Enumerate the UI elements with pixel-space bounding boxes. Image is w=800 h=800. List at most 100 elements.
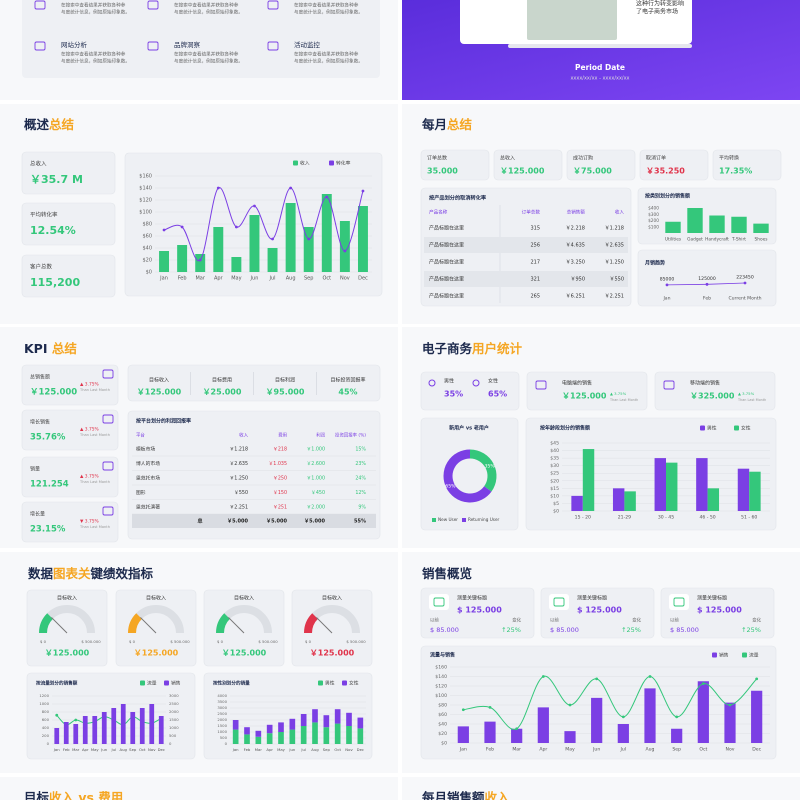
table-cell: 217	[530, 260, 540, 266]
legend-swatch	[140, 680, 145, 686]
row-stripe	[424, 271, 628, 287]
table-cell: ￥1.035	[268, 461, 287, 467]
gauge-tick-label: $ 0	[217, 639, 224, 644]
gauge-tick-label: $ 500.000	[81, 639, 101, 644]
card-sub-label: 变化	[632, 617, 641, 624]
x-tick-label: Dec	[357, 747, 364, 752]
gauge-value: ￥125.000	[310, 649, 355, 658]
gauge-title: 目标收入	[57, 595, 77, 602]
x-tick-label: 21-29	[618, 515, 631, 521]
kpi-label: 销量	[30, 466, 40, 473]
data-label: 223450	[736, 275, 754, 281]
kpi-change: ▲ 3.75%	[80, 427, 99, 433]
feature-title: 活动监控	[294, 40, 321, 49]
x-tick-label: Gadget	[687, 237, 703, 243]
table-cell: 315	[530, 226, 540, 232]
table-cell: 恩范托演著	[136, 504, 160, 511]
table-cell: ￥218	[273, 447, 287, 453]
title-accent: 收入	[485, 790, 511, 800]
card-sub-label: 以前	[550, 617, 559, 624]
table-total: 总	[197, 518, 202, 525]
bar	[303, 227, 314, 272]
gauge-title: 目标收入	[322, 595, 342, 602]
table-total: 55%	[354, 519, 366, 525]
bar	[255, 730, 262, 737]
line-dot	[461, 708, 465, 712]
bar	[92, 716, 98, 744]
bar	[73, 724, 79, 744]
icon-box	[429, 594, 449, 610]
table-cell: ￥550	[609, 277, 624, 283]
legend-swatch	[432, 518, 436, 522]
table-cell: 24%	[355, 476, 366, 482]
kpi-value: 35.000	[427, 167, 458, 176]
table-cell: ￥150	[273, 490, 287, 496]
title-accent: 总结	[447, 117, 473, 132]
bar	[278, 722, 284, 732]
bar	[249, 215, 260, 272]
table-total: ￥5.000	[304, 519, 325, 525]
legend-label: 男性	[325, 680, 335, 687]
x-tick-label: Feb	[63, 747, 70, 752]
title-part: 电子商务	[422, 341, 473, 356]
bar	[665, 221, 681, 233]
card	[493, 149, 563, 181]
legend-label: 男性	[707, 425, 717, 432]
title-part: 数据	[27, 566, 54, 581]
y-tick-label: $120	[139, 198, 152, 204]
y-tick-label: $20	[438, 731, 447, 737]
y-tick-label: $20	[550, 478, 559, 484]
line-dot	[675, 715, 679, 719]
feature-text: 与度统计信息，例如原始印象数。	[61, 9, 130, 16]
line-dot	[289, 186, 293, 190]
kpi-value: 45%	[338, 388, 357, 397]
icon	[267, 0, 279, 10]
y-tick-label: $160	[139, 174, 152, 180]
kpi-value: ￥35.7 M	[30, 173, 83, 186]
legend-swatch	[712, 652, 717, 658]
line-dot	[253, 204, 256, 208]
bar	[323, 715, 330, 728]
x-tick-label: Jun	[250, 276, 259, 282]
kpi-value: ￥125.000	[30, 388, 77, 398]
icon	[102, 414, 114, 424]
title-accent: 图表关	[53, 566, 91, 581]
chart-title: 流量与销售	[430, 652, 455, 659]
card-value: $ 125.000	[697, 606, 742, 615]
table-cell: ￥2.218	[566, 226, 585, 232]
table-cell: 产品标题在这里	[429, 276, 464, 283]
card	[26, 589, 108, 667]
gauge-title: 目标收入	[234, 595, 254, 602]
table-header: 利润	[316, 432, 325, 439]
kpi-note: Than Last Month	[609, 398, 638, 402]
section-title: 概述总结	[24, 117, 75, 132]
y-tick-label: $140	[435, 674, 447, 680]
x-tick-label: May	[277, 747, 286, 752]
bar	[357, 728, 364, 744]
bar	[697, 681, 709, 743]
data-label: 125000	[698, 276, 716, 282]
table-cell: 图形	[136, 489, 146, 496]
laptop-base	[508, 44, 692, 48]
icon-box	[669, 594, 689, 610]
table-cell: ￥2.635	[229, 461, 248, 467]
bar	[457, 726, 469, 743]
section-title: 数据图表关键绩效指标	[27, 566, 154, 581]
panel	[0, 777, 398, 800]
gauge-value: ￥125.000	[45, 649, 90, 658]
legend-swatch	[462, 518, 466, 522]
bar	[300, 714, 307, 726]
bar	[671, 728, 683, 743]
data-label: 35%	[484, 464, 495, 470]
x-tick-label: Nov	[345, 747, 353, 752]
y-tick-label: 500	[169, 733, 177, 738]
kpi-change: ▲ 3.75%	[738, 391, 755, 396]
y-tick-label: 400	[42, 725, 50, 730]
line-dot	[271, 237, 274, 241]
line-dot	[515, 727, 519, 731]
bar	[289, 718, 296, 730]
bar	[213, 227, 224, 272]
bar	[564, 731, 576, 743]
bar	[571, 495, 583, 511]
